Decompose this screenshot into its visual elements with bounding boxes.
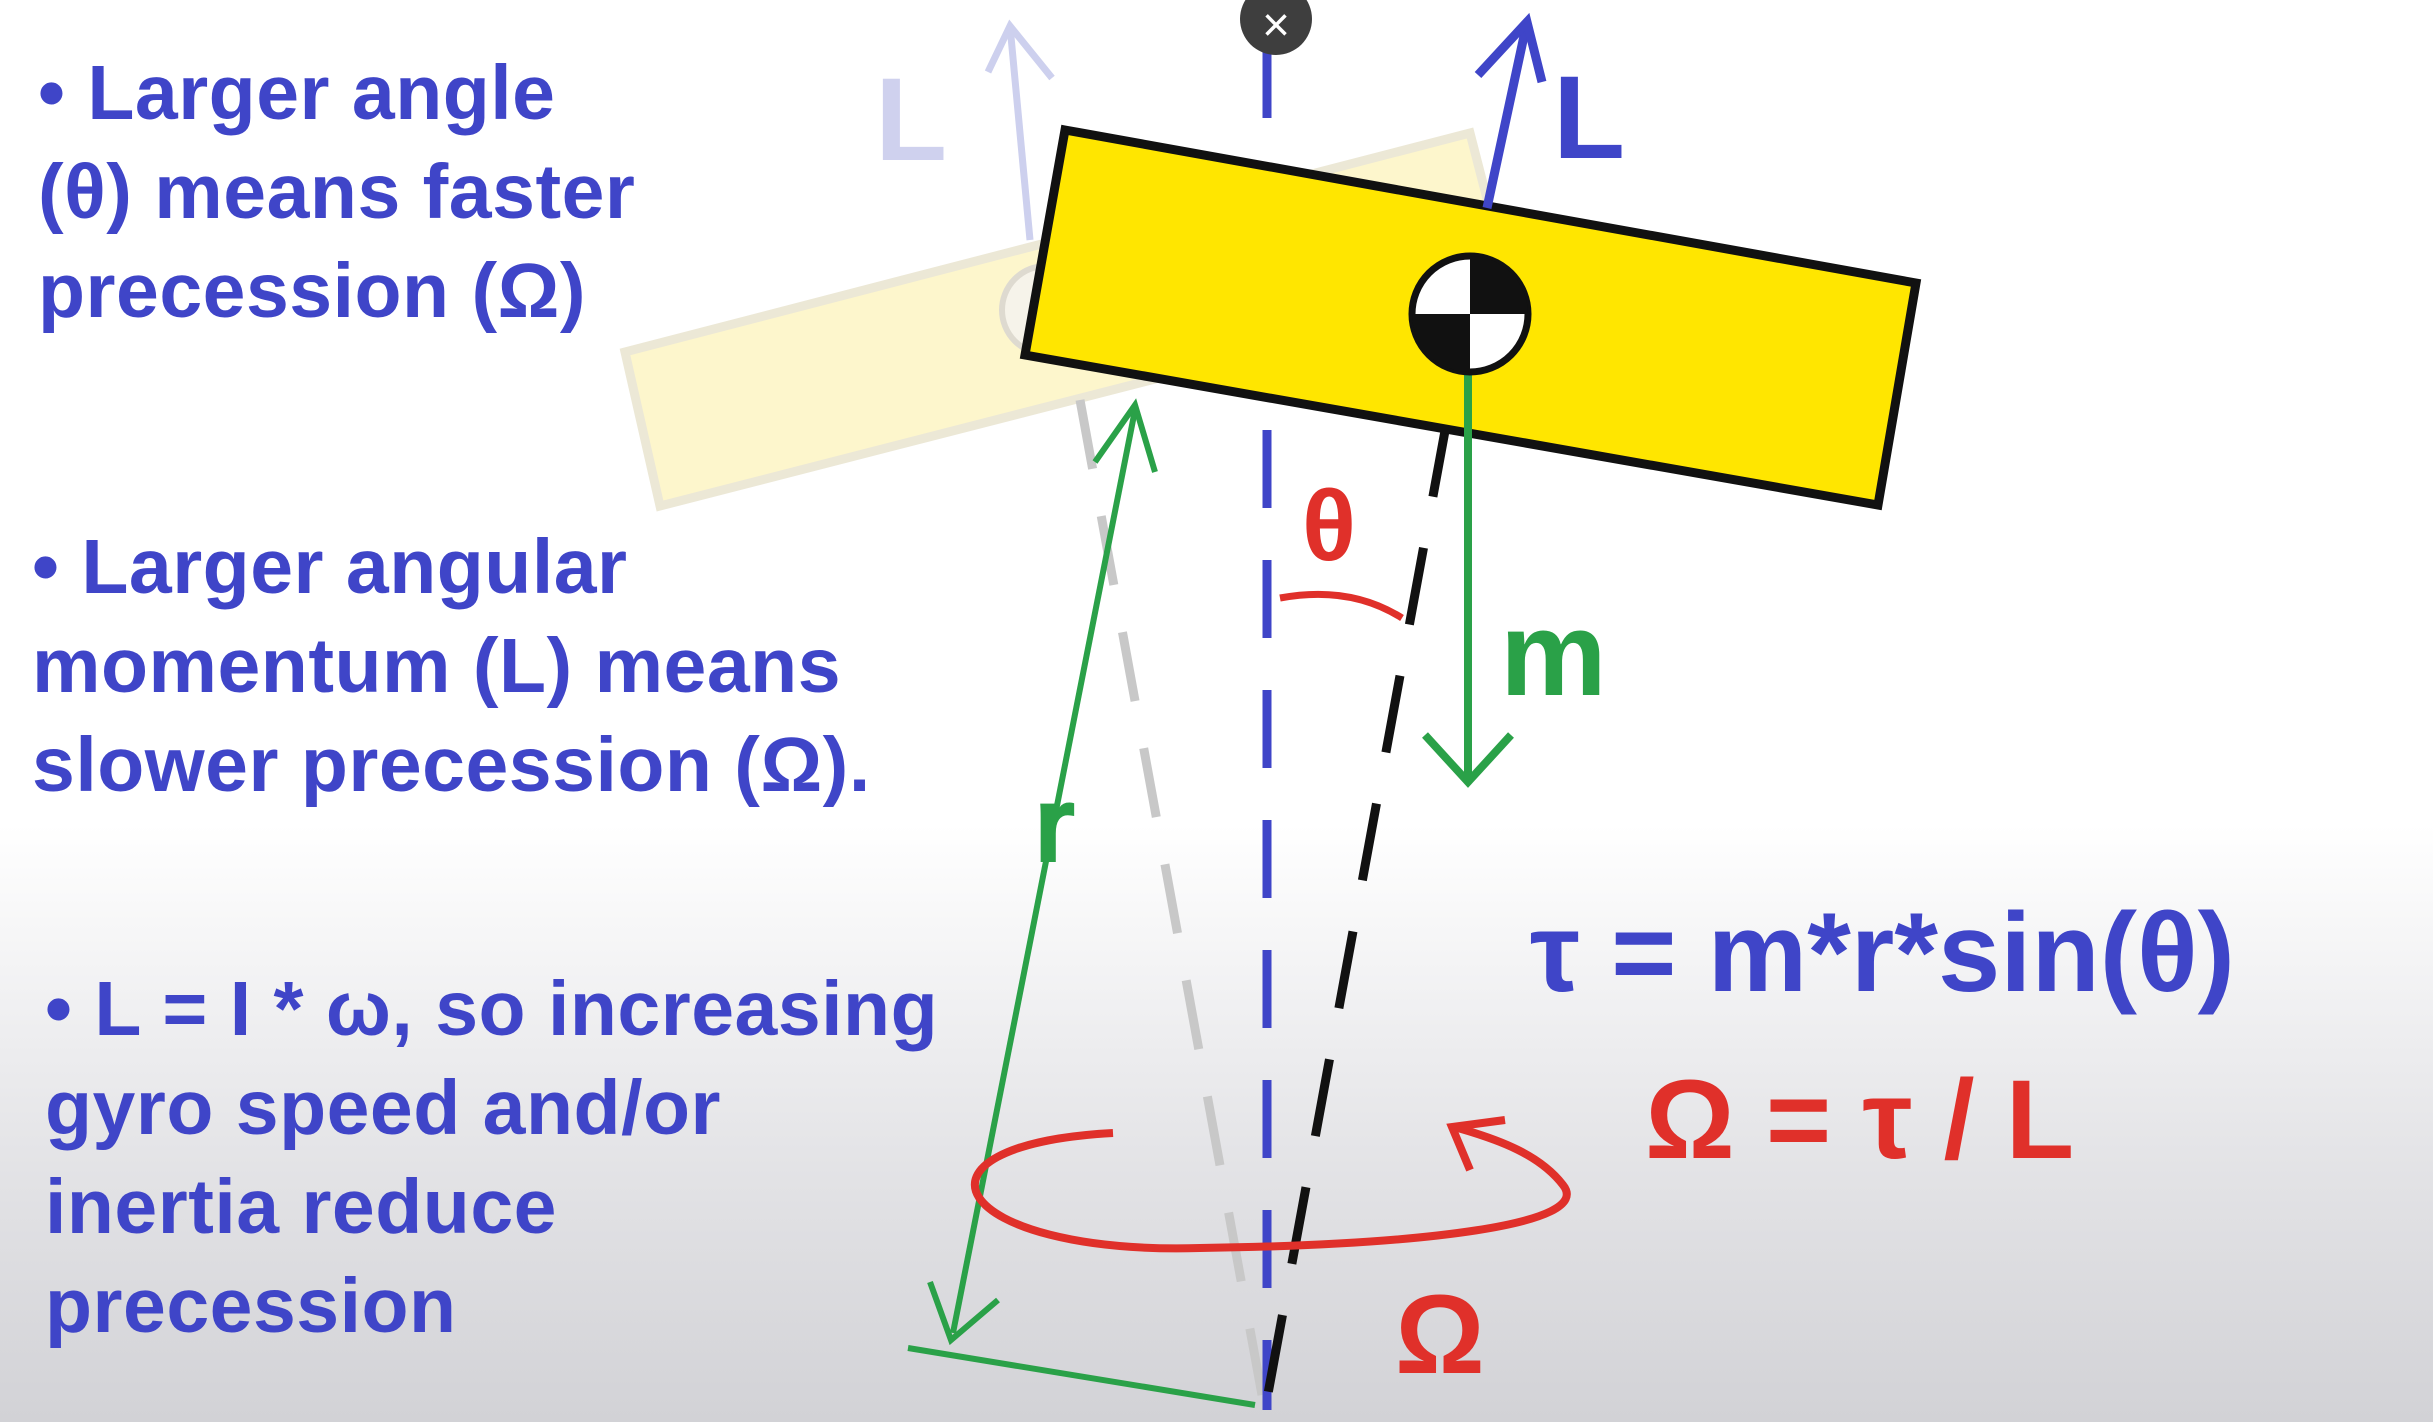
precession-equation: Ω = τ / L (1645, 1057, 2075, 1182)
bullet-line: (θ) means faster (38, 149, 636, 235)
bullet-line: gyro speed and/or (45, 1065, 721, 1151)
angle-label: θ (1302, 470, 1356, 582)
faded-angular-momentum-arrow (1006, 25, 1034, 241)
angular-momentum-arrowhead (1474, 12, 1547, 84)
faded-angular-momentum-arrowhead (984, 19, 1055, 81)
bullet-line: • Larger angle (38, 50, 556, 136)
torque-equation: τ = m*r*sin(θ) (1530, 890, 2235, 1015)
angular-momentum-arrow (1482, 21, 1532, 209)
close-icon: × (1261, 0, 1291, 52)
radius-baseline (907, 1345, 1256, 1408)
bullet-inertia-effect: • L = I * ω, so increasing gyro speed an… (45, 960, 1095, 1356)
precession-arrow (971, 1124, 1571, 1253)
close-button[interactable]: × (1240, 0, 1312, 55)
angle-arc (1279, 590, 1404, 621)
bullet-line: momentum (L) means (32, 623, 842, 709)
bullet-momentum-effect: • Larger angular momentum (L) means slow… (32, 518, 1032, 815)
radius-arrowhead-bottom (927, 1280, 1000, 1346)
mass-arrowhead (1422, 732, 1514, 788)
precession-rate-label: Ω (1395, 1272, 1485, 1397)
center-of-mass-icon (1408, 252, 1532, 376)
bullet-line: inertia reduce (45, 1164, 557, 1250)
faded-angular-momentum-label: L (875, 54, 947, 186)
radius-arrow-line (950, 409, 1138, 1334)
radius-label: r (1033, 763, 1076, 886)
bullet-angle-effect: • Larger angle (θ) means faster precessi… (38, 44, 798, 341)
faded-axis-dashed-line (1075, 399, 1267, 1396)
bullet-line: • Larger angular (32, 524, 628, 610)
bullet-line: • L = I * ω, so increasing (45, 966, 939, 1052)
bullet-line: precession (Ω) (38, 248, 586, 334)
angular-momentum-label: L (1553, 52, 1625, 184)
bullet-line: slower precession (Ω). (32, 722, 871, 808)
bullet-line: precession (45, 1263, 457, 1349)
mass-label: m (1500, 587, 1607, 721)
precession-arrowhead (1446, 1116, 1506, 1172)
radius-arrowhead-top (1092, 398, 1158, 473)
